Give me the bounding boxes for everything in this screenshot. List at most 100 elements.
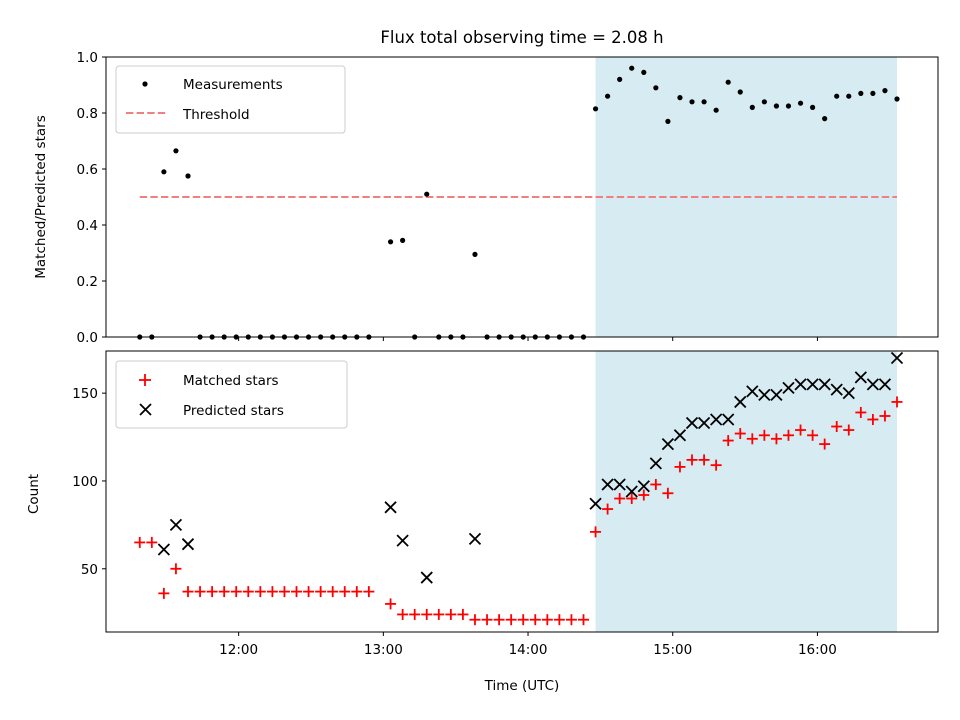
y-tick-label: 50 [81,562,98,578]
predicted-stars-point [890,351,904,365]
matched-stars-point [770,433,782,445]
legend-measurements-label: Measurements [183,77,283,93]
measurement-point [629,65,635,71]
measurement-point [472,251,478,257]
measurement-point [834,93,840,99]
predicted-stars-point [866,378,880,391]
matched-stars-point [493,614,505,626]
matched-stars-point [638,489,650,501]
matched-stars-point [782,429,794,441]
measurement-point [665,118,671,124]
predicted-stars-point [734,395,747,409]
measurement-point [400,237,406,243]
matched-stars-point [674,461,686,473]
top-x-axis-ticks [238,337,818,341]
measurement-point [870,90,876,96]
measurement-point [737,89,743,95]
matched-stars-point [218,586,230,598]
top-chart-title: Flux total observing time = 2.08 h [380,28,663,47]
predicted-stars-point [384,501,397,514]
matched-stars-point [807,429,819,441]
matched-stars-point [843,424,855,436]
matched-stars-point [505,614,517,626]
matched-stars-point [855,406,867,418]
predicted-stars-point [601,478,614,491]
predicted-stars-point [818,378,831,391]
matched-stars-point [327,586,339,598]
matched-stars-point [315,586,327,598]
top-panel: 0.0 0.2 0.4 0.6 0.8 1.0 Flux total observing … [33,28,939,346]
predicted-stars-point [782,381,795,395]
matched-stars-point [303,586,315,598]
y-tick-label: 0.4 [77,218,98,234]
predicted-stars-point [709,413,723,426]
matched-stars-point [541,614,553,626]
predicted-stars-point [157,543,171,556]
legend-measurements-marker [142,81,148,87]
measurement-point [677,95,683,101]
x-tick-label: 13:00 [364,642,403,658]
bottom-count-marks [134,351,904,626]
predicted-stars-point [722,413,735,426]
bottom-shaded-interval [595,351,898,632]
predicted-stars-point [685,416,699,430]
predicted-stars-point [842,387,855,400]
legend-predicted-label: Predicted stars [183,403,284,419]
measurement-point [701,99,707,105]
measurement-point [882,88,888,94]
measurement-point [822,116,828,122]
matched-stars-point [662,487,674,499]
y-tick-label: 1.0 [77,50,98,66]
y-tick-label: 0.0 [77,330,98,346]
matched-stars-point [529,614,541,626]
top-axes-frame [105,56,939,338]
matched-stars-point [867,413,879,425]
measurement-point [617,76,623,82]
matched-stars-point [158,587,170,599]
measurement-point [858,90,864,96]
measurement-point [846,93,852,99]
y-tick-label: 100 [72,474,98,490]
measurement-point [641,69,647,75]
predicted-stars-point [878,378,892,391]
bottom-y-axis-label: Count [26,474,42,514]
measurement-point [761,99,767,105]
matched-stars-point [565,614,577,626]
matched-stars-point [457,608,469,620]
matched-stars-point [170,563,182,575]
measurement-point [773,103,780,109]
matched-stars-point [590,526,602,538]
predicted-stars-point [661,437,675,451]
predicted-stars-point [794,378,807,391]
y-tick-label: 0.8 [77,106,98,122]
predicted-stars-point [830,383,843,396]
bottom-x-axis-ticks: 12:00 13:00 14:00 15:00 16:00 [219,632,837,658]
predicted-stars-point [697,416,711,430]
x-tick-label: 12:00 [219,642,258,658]
matched-stars-point [891,396,903,408]
legend-threshold-label: Threshold [182,107,250,123]
matched-stars-point [182,586,194,598]
matched-stars-point [146,536,158,548]
measurement-point [689,99,695,105]
matched-stars-point [194,586,206,598]
predicted-stars-point [746,385,759,398]
predicted-stars-point [625,485,638,498]
predicted-stars-point [758,388,771,402]
matched-stars-point [614,493,626,505]
matched-stars-point [650,478,662,490]
matched-stars-point [266,586,278,598]
predicted-stars-point [770,388,783,402]
measurement-point [713,107,719,113]
top-legend: Measurements Threshold [115,65,346,134]
legend-matched-label: Matched stars [183,373,279,389]
x-tick-label: 15:00 [653,642,692,658]
predicted-stars-point [169,518,183,532]
y-tick-label: 0.2 [77,274,98,290]
matched-stars-point [710,459,722,471]
matched-stars-point [626,493,638,505]
matched-stars-point [385,598,397,610]
matched-stars-point [230,586,242,598]
top-measurement-marks [137,65,900,340]
